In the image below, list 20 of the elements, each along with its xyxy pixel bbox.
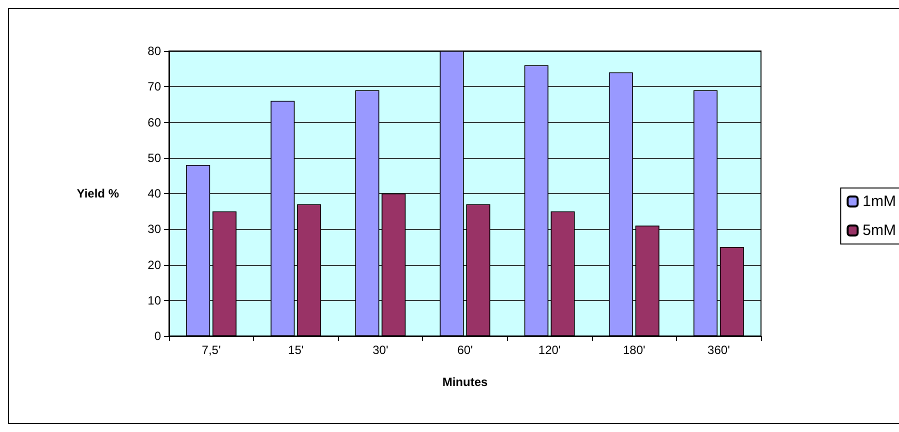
y-tick-label: 70: [148, 80, 162, 94]
legend-label: 5mM: [862, 222, 896, 239]
y-tick-label: 10: [148, 293, 162, 308]
legend-label: 1mM: [862, 193, 896, 210]
y-tick-label: 20: [148, 258, 162, 272]
x-tick-label: 120': [538, 343, 561, 357]
x-axis-title: Minutes: [442, 375, 488, 389]
y-tick-label: 40: [148, 186, 162, 200]
y-tick-label: 80: [148, 44, 162, 58]
y-tick-label: 60: [148, 115, 162, 130]
x-tick-label: 30': [372, 343, 388, 357]
y-axis-title: Yield %: [76, 186, 120, 200]
y-tick-label: 30: [148, 222, 162, 236]
x-tick-label: 7,5': [202, 343, 221, 357]
y-tick-label: 0: [154, 329, 162, 343]
x-tick-label: 60': [457, 343, 473, 357]
x-tick-label: 15': [288, 343, 304, 357]
x-tick-label: 180': [622, 343, 646, 357]
x-tick-label: 360': [708, 343, 730, 357]
y-tick-label: 50: [148, 150, 162, 165]
